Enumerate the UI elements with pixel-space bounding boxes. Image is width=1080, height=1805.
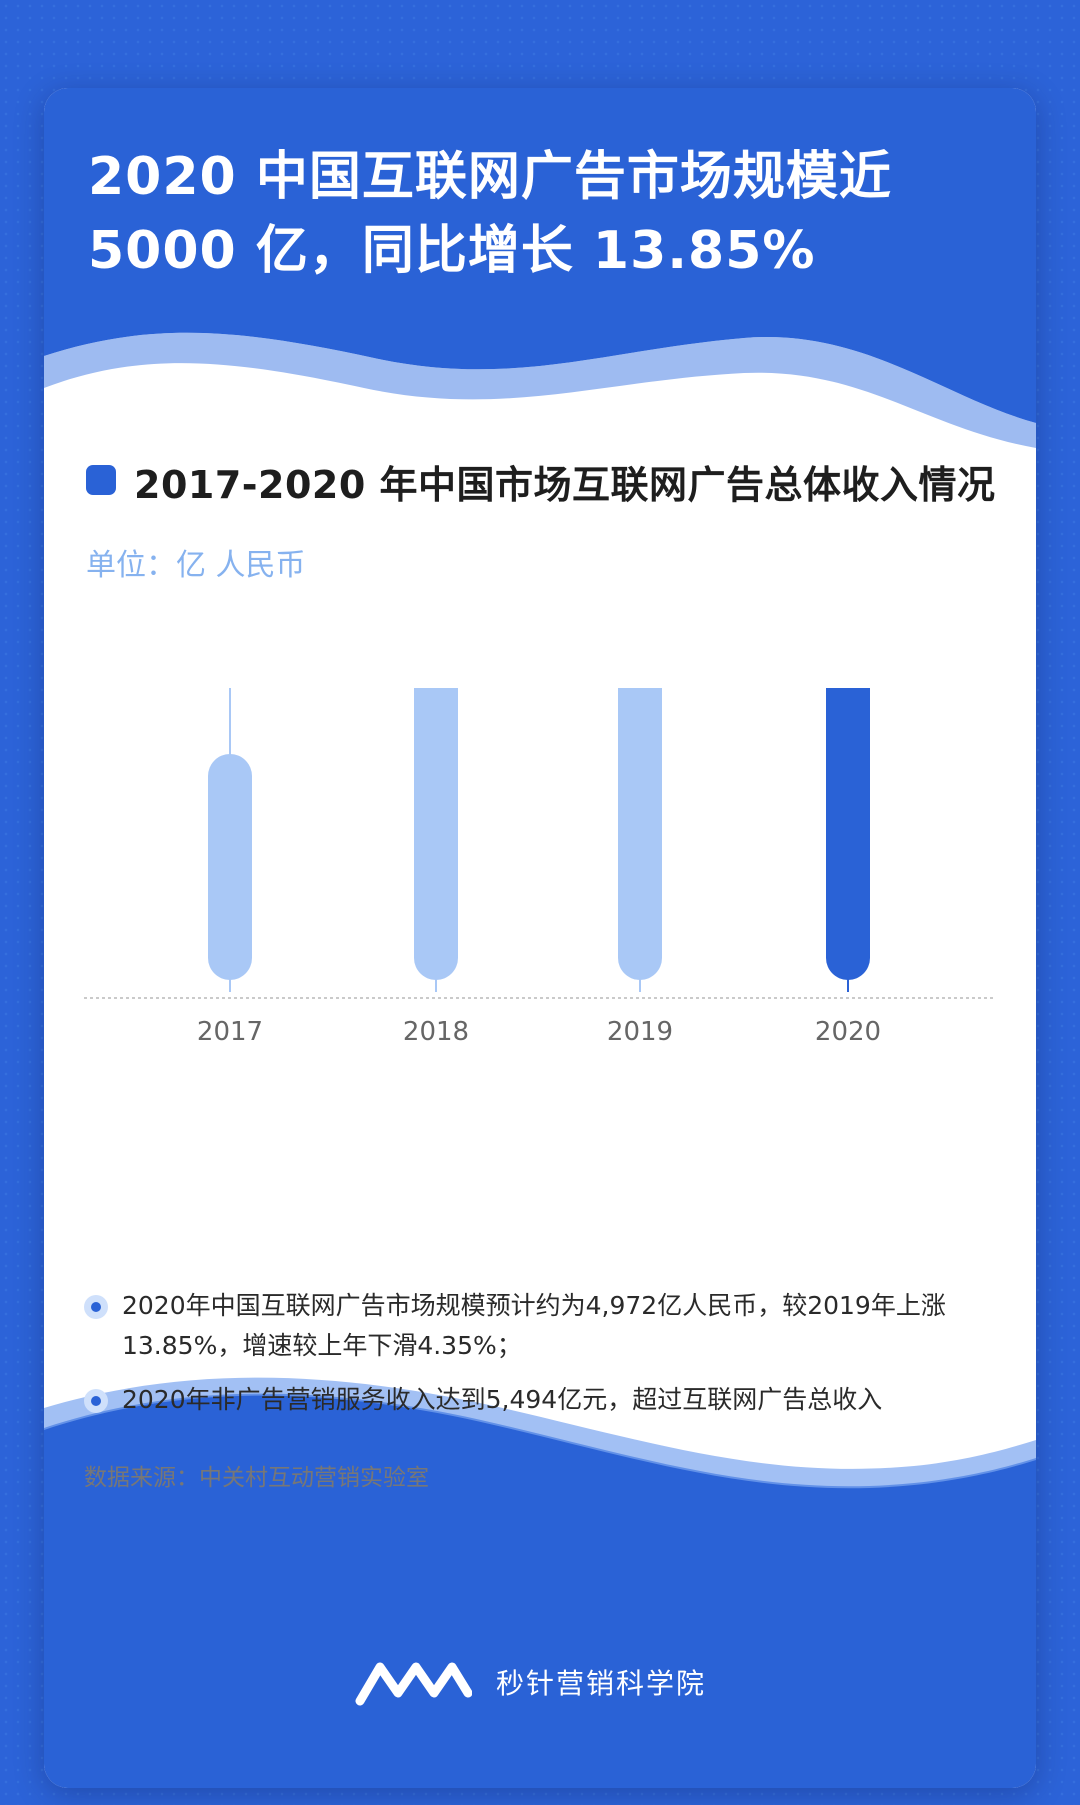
mw-logo-icon: [355, 1662, 472, 1706]
note-item: 2020年非广告营销服务收入达到5,494亿元，超过互联网广告总收入: [84, 1380, 1004, 1420]
wave-decoration: [44, 88, 1036, 1788]
category-tick-label: 2020: [815, 1017, 881, 1047]
unit-label: 单位：亿 人民币: [86, 548, 306, 583]
section-title-text: 2017-2020 年中国市场互联网广告总体收入情况: [134, 463, 996, 507]
note-item: 2020年中国互联网广告市场规模预计约为4,972亿人民币，较2019年上涨13…: [84, 1286, 1004, 1366]
brand-footer: 秒针营销科学院: [354, 1653, 706, 1711]
headline: 2020 中国互联网广告市场规模近 5000 亿，同比增长 13.85%: [88, 140, 1036, 288]
data-source: 数据来源：中关村互动营销实验室: [84, 1465, 429, 1491]
infographic-card: 2020 中国互联网广告市场规模近 5000 亿，同比增长 13.85% 201…: [44, 88, 1036, 1788]
note-text: 2020年中国互联网广告市场规模预计约为4,972亿人民币，较2019年上涨13…: [122, 1291, 946, 1360]
headline-line-2: 5000 亿，同比增长 13.85%: [88, 221, 816, 281]
brand-name: 秒针营销科学院: [496, 1667, 707, 1700]
notes-list: 2020年中国互联网广告市场规模预计约为4,972亿人民币，较2019年上涨13…: [84, 1286, 1004, 1434]
title-square-icon: [86, 464, 123, 502]
bullet-dot-icon: [84, 1389, 108, 1413]
category-tick-label: 2019: [607, 1017, 673, 1047]
bar-2017: [208, 754, 252, 980]
section-title: 2017-2020 年中国市场互联网广告总体收入情况: [86, 454, 996, 509]
bar-2019: [618, 688, 662, 980]
bullet-dot-icon: [84, 1295, 108, 1319]
headline-line-1: 2020 中国互联网广告市场规模近: [88, 147, 892, 207]
note-text: 2020年非广告营销服务收入达到5,494亿元，超过互联网广告总收入: [122, 1385, 883, 1414]
category-tick-label: 2017: [197, 1017, 263, 1047]
category-tick-label: 2018: [403, 1017, 469, 1047]
bar-2018: [414, 688, 458, 980]
bar-2020: [826, 688, 870, 980]
bar-chart: 2,97520173,694201824.17%↗4,367201918.21%…: [84, 688, 996, 1047]
